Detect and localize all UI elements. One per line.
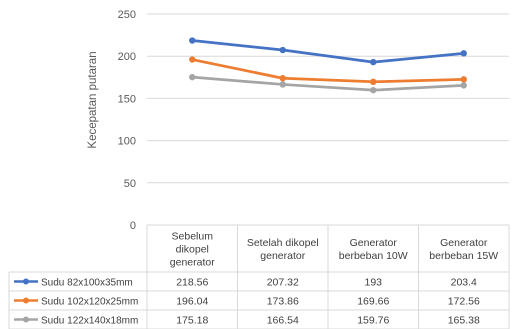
legend-key-marker bbox=[23, 278, 29, 285]
data-point bbox=[279, 75, 286, 82]
category-label: berbeban 10W bbox=[339, 250, 408, 262]
data-point bbox=[370, 78, 377, 86]
data-point bbox=[370, 86, 377, 94]
y-tick-label: 0 bbox=[130, 220, 136, 232]
data-point bbox=[189, 56, 196, 63]
data-point bbox=[460, 76, 467, 83]
data-point bbox=[460, 82, 467, 89]
data-table-cell: 193 bbox=[364, 277, 382, 289]
data-table-cell: 175.18 bbox=[176, 315, 208, 327]
data-point bbox=[189, 73, 196, 81]
data-point bbox=[460, 50, 467, 57]
y-tick-label: 200 bbox=[118, 51, 136, 63]
data-point bbox=[279, 46, 286, 54]
category-label: Setelah dikopel bbox=[247, 237, 319, 249]
category-label: generator bbox=[170, 257, 215, 269]
series-line bbox=[190, 39, 466, 64]
y-tick-label: 50 bbox=[124, 178, 136, 190]
data-point bbox=[370, 58, 377, 66]
y-tick-label: 250 bbox=[118, 9, 136, 21]
series-line bbox=[190, 75, 466, 92]
data-table-cell: 218.56 bbox=[176, 277, 208, 289]
data-table-cell: 159.76 bbox=[357, 315, 389, 327]
data-table-cell: 207.32 bbox=[267, 277, 299, 289]
data-table-cell: 196.04 bbox=[176, 296, 208, 308]
y-tick-label: 100 bbox=[118, 136, 136, 148]
category-label: Generator bbox=[350, 237, 398, 249]
category-label: dikopel bbox=[176, 244, 209, 256]
category-label: Generator bbox=[440, 237, 488, 249]
data-table-cell: 172.56 bbox=[448, 296, 480, 308]
series-line bbox=[190, 58, 466, 84]
category-label: Sebelum bbox=[172, 231, 214, 243]
category-label: generator bbox=[260, 250, 305, 262]
legend-label: Sudu 82x100x35mm bbox=[41, 278, 133, 289]
category-label: berbeban 15W bbox=[429, 250, 498, 262]
data-table-cell: 166.54 bbox=[267, 315, 299, 327]
data-table-cell: 173.86 bbox=[267, 296, 299, 308]
legend-label: Sudu 102x120x25mm bbox=[41, 297, 138, 308]
legend-key-marker bbox=[23, 316, 29, 323]
y-tick-label: 150 bbox=[118, 93, 136, 105]
legend-label: Sudu 122x140x18mm bbox=[41, 316, 138, 327]
legend-key-marker bbox=[23, 297, 29, 304]
data-point bbox=[279, 81, 286, 88]
data-table-cell: 169.66 bbox=[357, 296, 389, 308]
y-axis-title: Kecepatan putaran bbox=[87, 51, 99, 148]
data-table-cell: 203.4 bbox=[451, 277, 477, 289]
data-point bbox=[189, 37, 196, 44]
data-table-cell: 165.38 bbox=[448, 315, 480, 327]
